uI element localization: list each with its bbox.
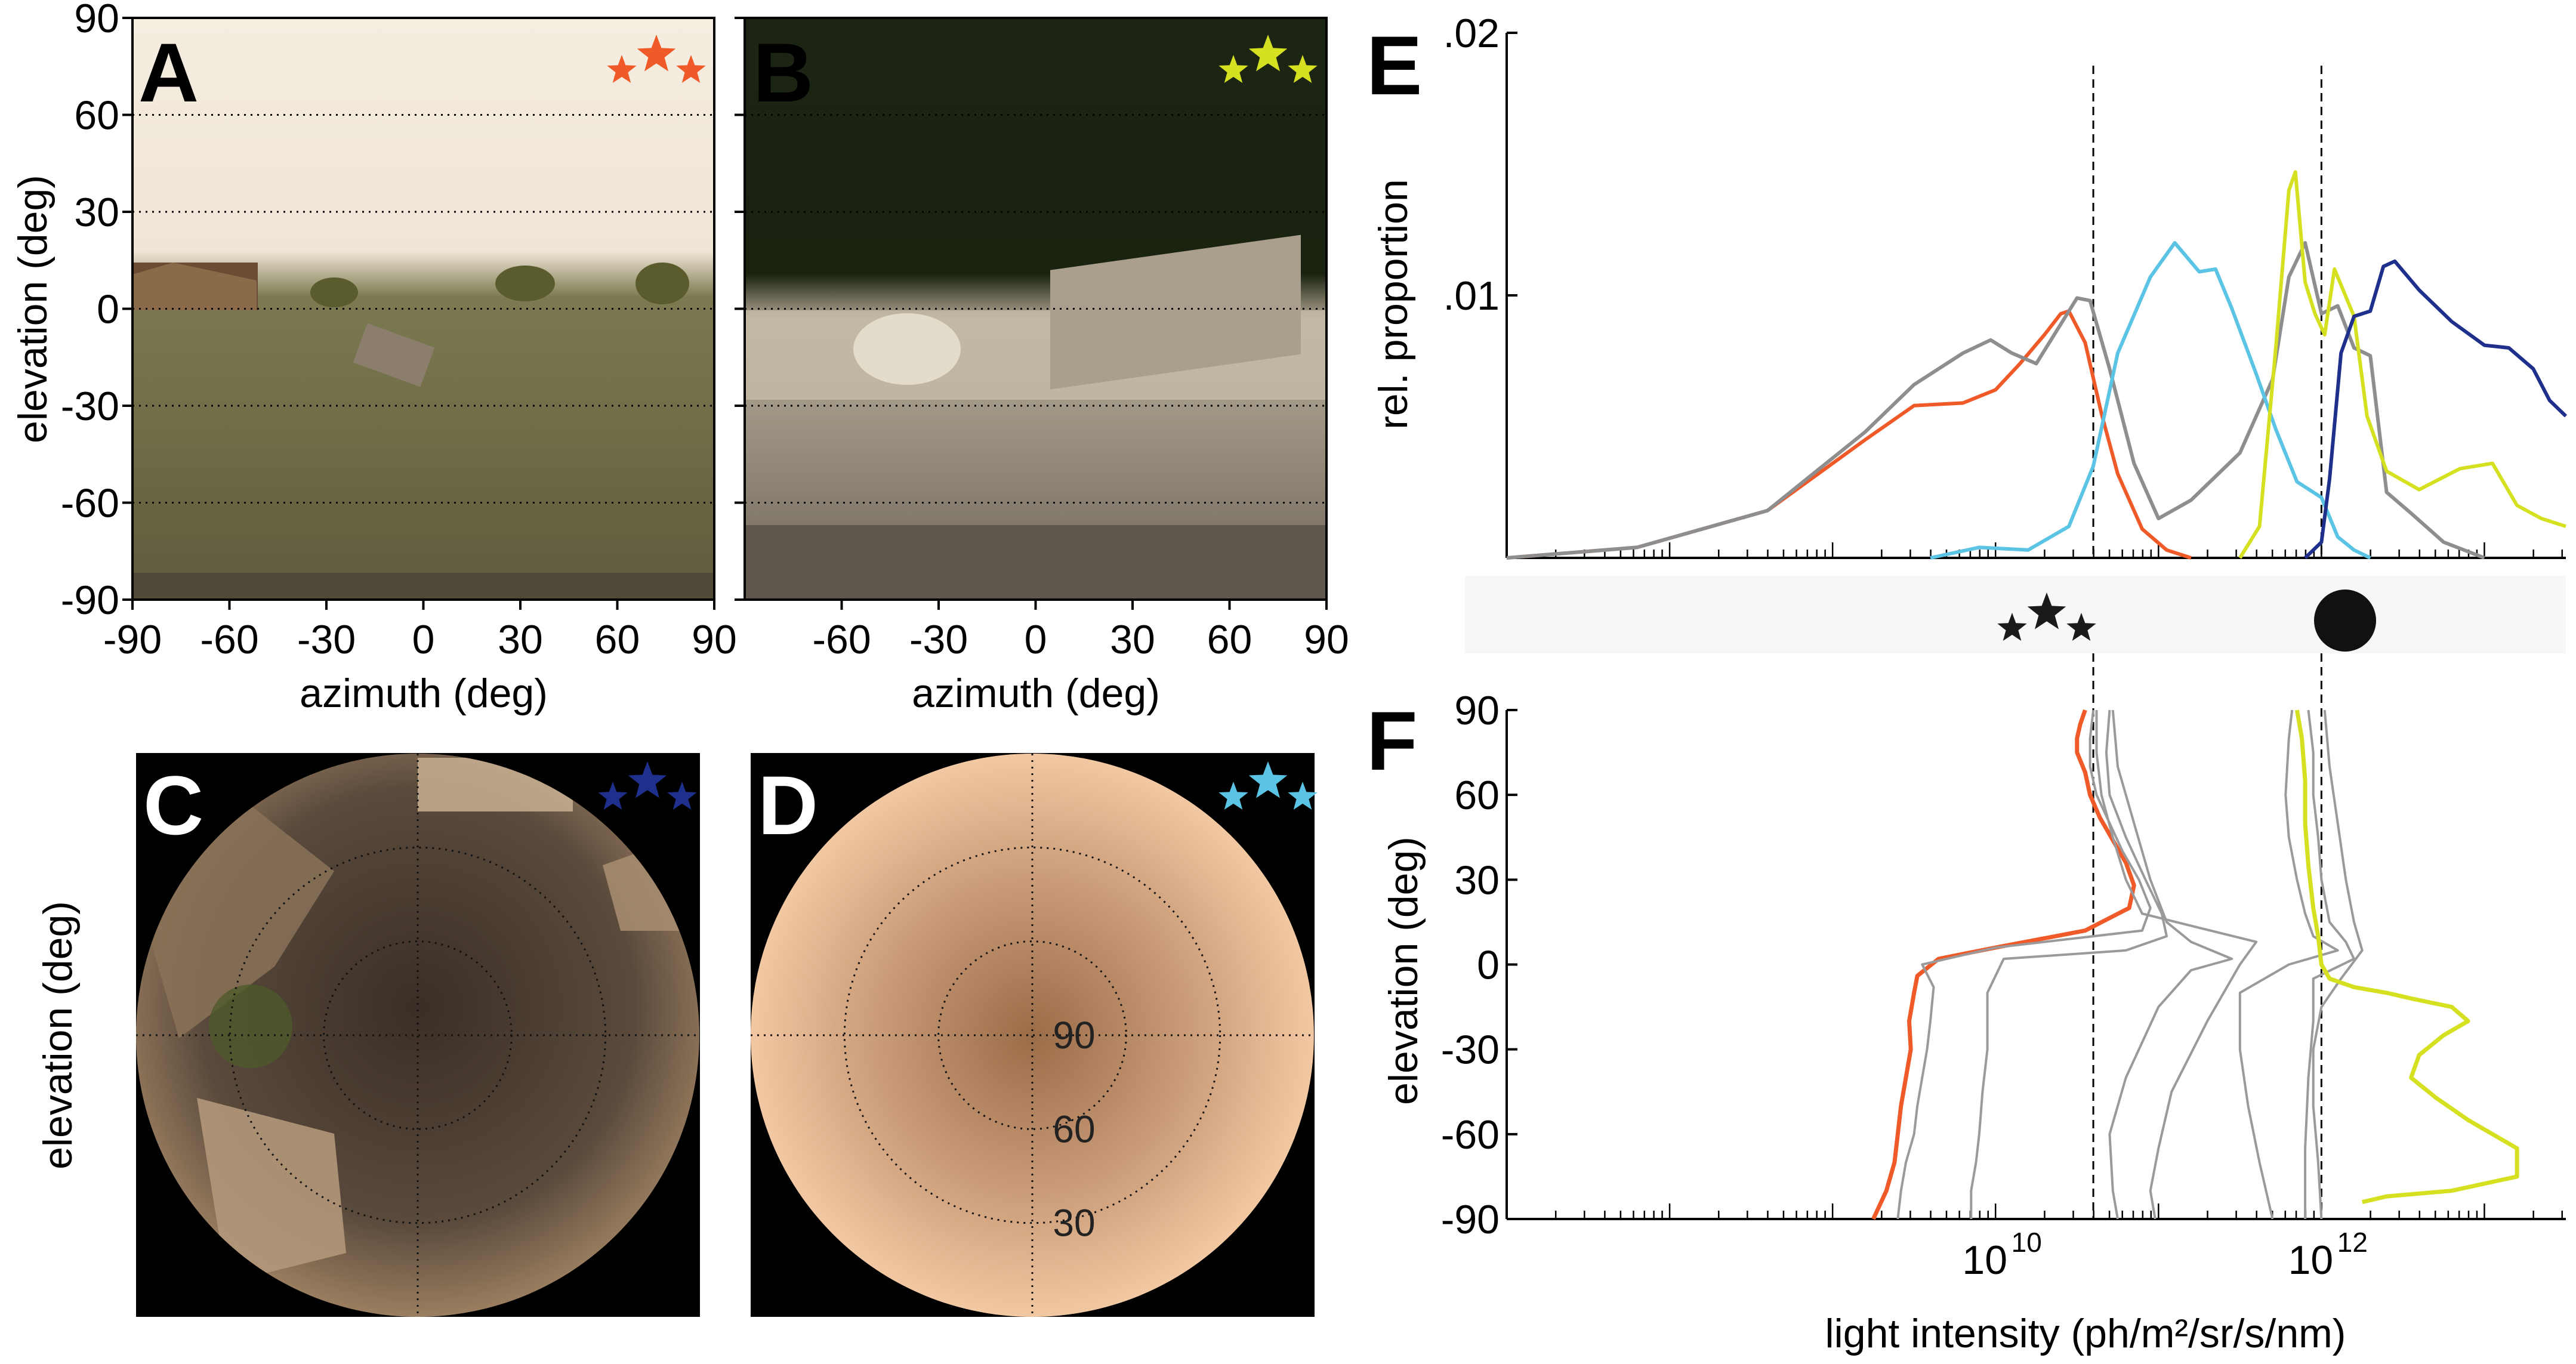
- a-xticks-label-4: 30: [498, 617, 543, 662]
- a-ytick-label-2: 30: [74, 190, 119, 235]
- b-xticks-label-0: -60: [812, 617, 871, 662]
- a-xticks-label-1: -60: [200, 617, 258, 662]
- panel-a-letter: A: [138, 26, 199, 119]
- fisheye-ring-0: [937, 940, 1127, 1130]
- panel-c-letter: C: [143, 758, 203, 852]
- panel-f-ylabel: elevation (deg): [1381, 837, 1426, 1105]
- f-xtick-exponent-1: 12: [2337, 1227, 2368, 1258]
- e-ytick-label-1: .01: [1443, 273, 1500, 319]
- f-xtick-exponent-0: 10: [2012, 1227, 2042, 1258]
- f-series-line-3: [2108, 709, 2233, 1220]
- star-shape-0: [607, 55, 637, 83]
- f-ytick-label-0: 90: [1454, 688, 1500, 733]
- panel-b-letter: B: [753, 26, 813, 119]
- e-series-line-3: [2238, 170, 2566, 559]
- star-shape-0: [1218, 55, 1248, 83]
- star-shape-2: [1288, 782, 1318, 810]
- panel-b: -60 -30 0 30 60 90 B: [744, 17, 1349, 662]
- star-shape-1: [628, 761, 667, 798]
- panel-a-landscape: [132, 263, 714, 600]
- f-ytick-label-4: -30: [1441, 1027, 1500, 1073]
- star-shape-0: [1997, 613, 2027, 641]
- a-xticks-label-0: -90: [103, 617, 162, 662]
- f-ytick-label-3: 0: [1477, 943, 1500, 988]
- panel-d-star-icon: [1218, 761, 1318, 810]
- a-ytick-label-0: 90: [74, 0, 119, 41]
- f-xtick-label-0: 10: [1962, 1238, 2007, 1283]
- e-ytick-label-0: .02: [1443, 11, 1500, 56]
- star-shape-1: [2027, 592, 2066, 629]
- e-series-line-4: [2304, 259, 2568, 560]
- star-shape-2: [676, 55, 706, 83]
- panel-f-xlabel: light intensity (ph/m²/sr/s/nm): [1825, 1311, 2346, 1356]
- f-ytick-label-6: -90: [1441, 1197, 1500, 1242]
- a-ytick-label-4: -30: [61, 384, 119, 429]
- star-shape-1: [1248, 761, 1288, 798]
- ring-label-30: 30: [1053, 1202, 1095, 1245]
- panel-b-buildings: [745, 234, 1326, 600]
- panel-c-ylabel: elevation (deg): [35, 901, 81, 1169]
- panel-e-ylabel: rel. proportion: [1371, 179, 1416, 430]
- star-shape-2: [667, 782, 697, 810]
- f-series-line-8: [2294, 709, 2519, 1205]
- e-series-line-2: [1930, 241, 2371, 560]
- panel-a-star-icon: [607, 35, 706, 83]
- star-shape-1: [637, 35, 676, 72]
- panel-f-letter: F: [1366, 694, 1418, 788]
- ring-label-90: 90: [1053, 1014, 1095, 1057]
- panel-c-star-icon: [598, 761, 697, 810]
- b-xticks-label-2: 0: [1025, 617, 1047, 662]
- f-ytick-label-2: 30: [1454, 857, 1500, 903]
- panel-a: 90 60 30 0 -30 -60 -90 -90 -60 -30 0 30 60 90 A: [61, 0, 745, 662]
- panel-e-letter: E: [1366, 18, 1422, 112]
- panel-d-sky: [751, 754, 1314, 1317]
- panel-a-xlabel: azimuth (deg): [300, 671, 548, 716]
- panel-d-letter: D: [758, 758, 818, 852]
- b-xticks-label-1: -30: [909, 617, 968, 662]
- panel-b-star-icon: [1218, 35, 1318, 83]
- panel-e: E rel. proportion .02 .01: [1366, 11, 2568, 560]
- f-ytick-label-5: -60: [1441, 1112, 1500, 1158]
- a-ytick-label-5: -60: [61, 481, 119, 526]
- a-ytick-label-1: 60: [74, 93, 119, 138]
- f-series-line-6: [2304, 709, 2355, 1219]
- a-xticks-label-2: -30: [297, 617, 356, 662]
- f-ytick-label-1: 60: [1454, 773, 1500, 818]
- star-shape-2: [1288, 55, 1318, 83]
- b-xticks-label-4: 60: [1207, 617, 1252, 662]
- star-shape-0: [598, 782, 628, 810]
- star-shape-1: [1248, 35, 1288, 72]
- panel-d: 90 60 30 D: [751, 753, 1318, 1317]
- a-xticks-label-6: 90: [692, 617, 737, 662]
- panel-c: C: [136, 753, 700, 1317]
- e-series-line-1: [1506, 241, 2485, 560]
- star-shape-0: [1218, 782, 1248, 810]
- fisheye-ring-1: [229, 846, 607, 1224]
- f-series-line-2: [1970, 709, 2168, 1219]
- b-xticks-label-3: 30: [1110, 617, 1155, 662]
- starlight-star-icon: [1997, 592, 2096, 641]
- b-xticks-label-5: 90: [1304, 617, 1349, 662]
- f-series-line-5: [2238, 709, 2339, 1220]
- f-xtick-label-1: 10: [2288, 1238, 2334, 1283]
- f-series-line-7: [2312, 709, 2364, 1220]
- a-xticks-label-3: 0: [412, 617, 435, 662]
- star-shape-2: [2066, 613, 2096, 641]
- f-series-line-4: [2095, 710, 2258, 1220]
- panel-b-xlabel: azimuth (deg): [912, 671, 1160, 716]
- moonlight-disc-icon: [2314, 590, 2376, 652]
- f-series-line-1: [1896, 709, 2152, 1220]
- f-series-line-0: [1871, 709, 2136, 1220]
- fisheye-ring-1: [843, 846, 1221, 1224]
- a-ytick-label-6: -90: [61, 578, 119, 623]
- a-ytick-label-3: 0: [97, 287, 119, 332]
- icon-band: [1465, 576, 2566, 653]
- panel-a-ylabel: elevation (deg): [10, 175, 55, 443]
- e-series-line-0: [1506, 309, 2192, 560]
- a-xticks-label-5: 60: [595, 617, 640, 662]
- ring-label-60: 60: [1053, 1107, 1095, 1150]
